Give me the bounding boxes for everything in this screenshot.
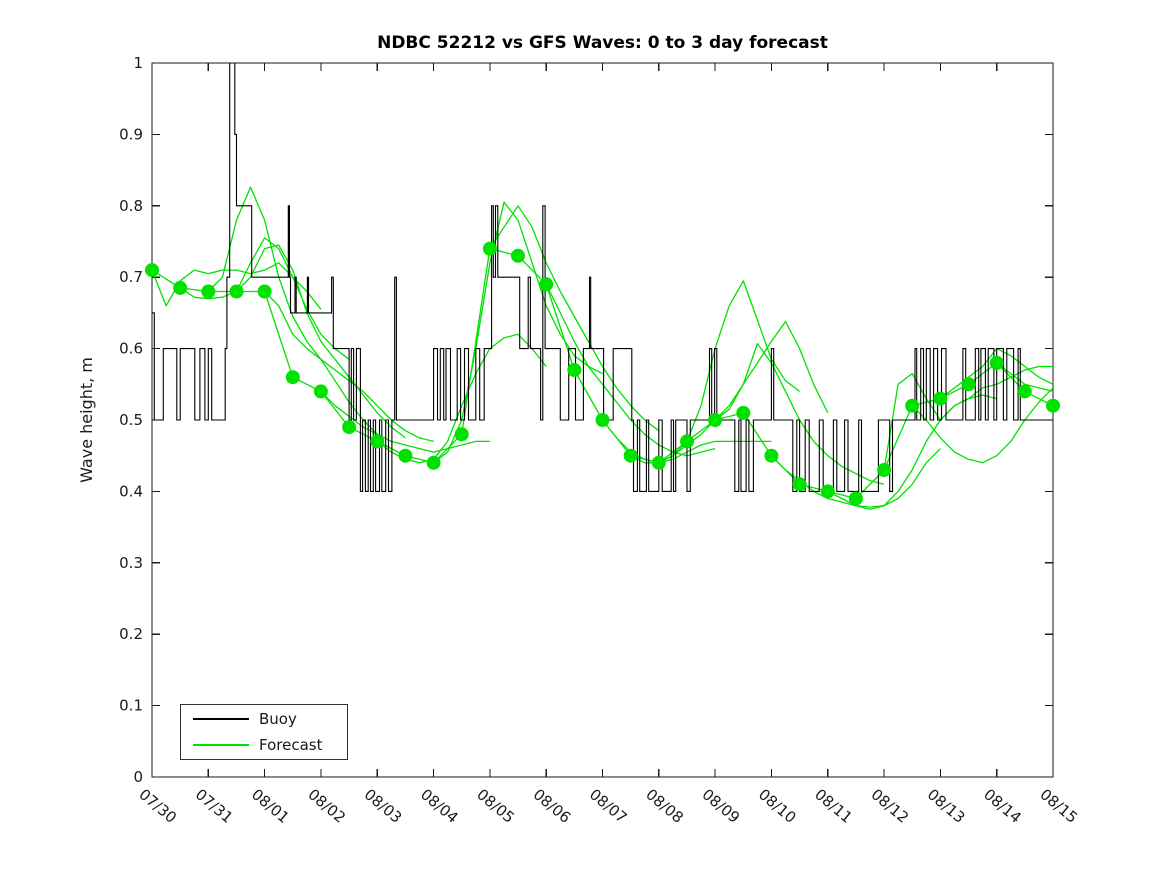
- x-tick-label: 08/14: [980, 785, 1025, 827]
- y-tick-label: 0.1: [119, 697, 143, 715]
- y-axis-label: Wave height, m: [77, 357, 96, 483]
- x-tick-label: 08/01: [248, 785, 293, 827]
- y-tick-label: 0.9: [119, 125, 143, 143]
- x-tick-label: 08/06: [530, 785, 575, 827]
- forecast-dot: [370, 434, 385, 449]
- legend-label-forecast: Forecast: [259, 735, 323, 754]
- forecast-dot: [736, 405, 751, 420]
- x-tick-label: 08/09: [699, 785, 744, 827]
- y-tick-label: 1: [133, 54, 143, 72]
- buoy-line: [152, 63, 1053, 492]
- x-tick-label: 08/11: [811, 785, 856, 827]
- forecast-dot: [848, 491, 863, 506]
- x-tick-labels: 07/30 07/31 08/01 08/02 08/03 08/04 08/05 08/06…: [135, 785, 1081, 827]
- x-tick-label: 08/05: [473, 785, 518, 827]
- legend: Buoy Forecast: [180, 704, 348, 760]
- forecast-dot: [595, 413, 610, 427]
- forecast-dot: [989, 355, 1004, 370]
- x-tick-label: 08/12: [867, 785, 912, 827]
- forecast-dot: [933, 391, 948, 406]
- y-tick-label: 0.4: [119, 482, 143, 500]
- forecast-dot: [539, 277, 554, 292]
- forecast-dot: [905, 398, 920, 413]
- y-tick-label: 0.3: [119, 554, 143, 572]
- x-tick-label: 08/02: [304, 785, 349, 827]
- x-tick-label: 08/03: [361, 785, 406, 827]
- legend-label-buoy: Buoy: [259, 709, 297, 728]
- chart-title: NDBC 52212 vs GFS Waves: 0 to 3 day fore…: [377, 33, 828, 53]
- forecast-dot: [1046, 398, 1060, 413]
- forecast-dot: [877, 463, 892, 477]
- forecast-dot: [285, 370, 300, 385]
- legend-row-buoy: Buoy: [181, 707, 347, 731]
- y-tick-label: 0.7: [119, 268, 143, 286]
- forecast-dot: [961, 377, 976, 392]
- forecast-dot: [764, 448, 779, 463]
- legend-row-forecast: Forecast: [181, 733, 347, 757]
- y-tick-label: 0: [133, 768, 143, 786]
- forecast-dot: [680, 434, 694, 449]
- forecast-dot: [651, 455, 666, 470]
- x-tick-label: 07/30: [135, 785, 180, 827]
- y-tick-label: 0.5: [119, 411, 143, 429]
- x-tick-label: 08/07: [586, 785, 631, 827]
- forecast-dot: [426, 455, 441, 470]
- forecast-line-swatch: [193, 744, 249, 746]
- forecast-dot: [708, 413, 723, 427]
- x-tick-label: 08/13: [924, 785, 969, 827]
- forecast-dot: [398, 448, 413, 463]
- forecast-dot: [229, 284, 244, 299]
- x-tick-label: 07/31: [192, 785, 237, 827]
- forecast-dot: [792, 477, 807, 492]
- forecast-dot: [313, 384, 328, 399]
- forecast-dot: [454, 427, 469, 442]
- buoy-line-swatch: [193, 718, 249, 720]
- forecast-dot: [482, 241, 497, 256]
- y-tick-labels: 0 0.1 0.2 0.3 0.4 0.5 0.6 0.7 0.8 0.9 1: [119, 54, 143, 786]
- forecast-dot: [820, 484, 835, 499]
- forecast-dot: [201, 284, 216, 299]
- forecast-dot: [257, 284, 272, 299]
- forecast-dot: [342, 420, 357, 435]
- forecast-dot: [145, 263, 159, 278]
- y-tick-label: 0.8: [119, 197, 143, 215]
- x-tick-label: 08/04: [417, 785, 462, 827]
- forecast-dot: [623, 448, 638, 463]
- forecast-dot: [1017, 384, 1032, 399]
- forecast-dot: [173, 280, 188, 295]
- forecast-dot: [567, 363, 582, 377]
- x-tick-label: 08/15: [1036, 785, 1081, 827]
- forecast-dots: [145, 241, 1060, 506]
- forecast-dot: [511, 248, 525, 263]
- x-tick-label: 08/10: [755, 785, 800, 827]
- y-tick-label: 0.2: [119, 625, 143, 643]
- y-tick-label: 0.6: [119, 340, 143, 358]
- x-tick-label: 08/08: [642, 785, 687, 827]
